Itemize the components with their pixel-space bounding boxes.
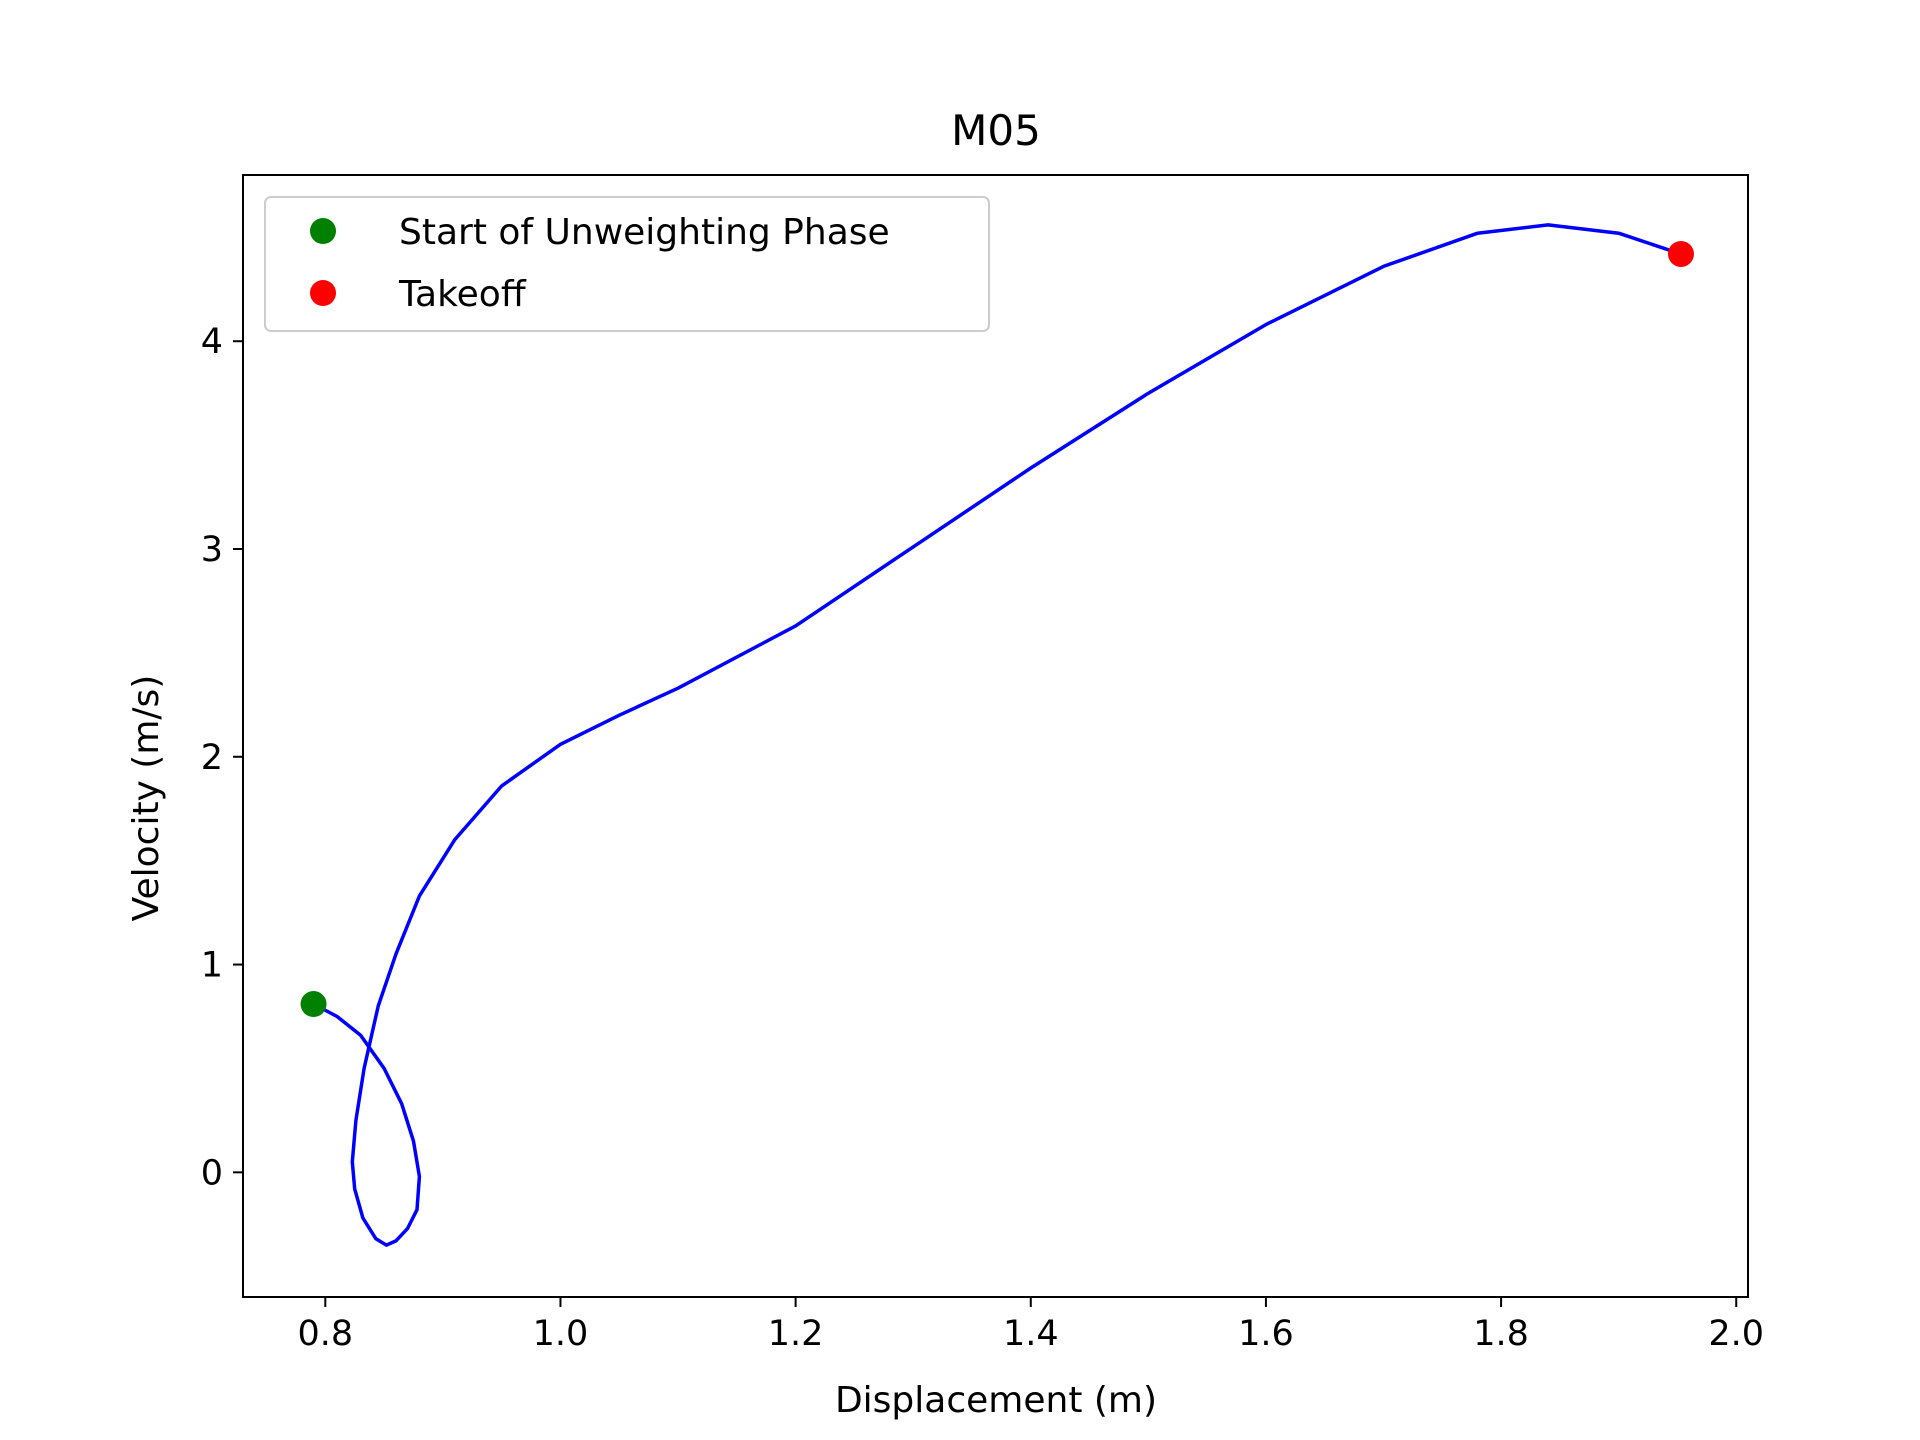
chart-title: M05 [951,106,1041,155]
y-tick-label: 4 [201,322,223,362]
x-tick-label: 1.8 [1473,1314,1529,1354]
legend: Start of Unweighting Phase Takeoff [264,196,990,332]
legend-marker [310,280,336,306]
y-tick-label: 2 [201,738,223,778]
legend-label: Start of Unweighting Phase [399,212,890,253]
x-axis: 0.8 1.0 1.2 1.4 1.6 1.8 2.0 [297,1297,1764,1354]
y-tick-label: 1 [201,946,223,986]
marker-point-0 [300,991,327,1018]
plot-background [243,175,1748,1297]
marker-point-1 [1667,240,1694,267]
axes-frame [242,174,1749,1298]
x-tick-label: 1.0 [533,1314,589,1354]
x-tick-label: 1.2 [768,1314,824,1354]
x-tick-label: 1.4 [1003,1314,1059,1354]
y-tick-label: 3 [201,530,223,570]
plot-area [243,175,1748,1297]
axes-border [242,174,1749,1298]
x-tick-label: 0.8 [297,1314,353,1354]
x-tick-label: 2.0 [1708,1314,1764,1354]
x-axis-label: Displacement (m) [835,1380,1157,1421]
x-tick-label: 1.6 [1238,1314,1294,1354]
y-axis: 0 1 2 3 4 [201,322,243,1193]
legend-label: Takeoff [398,274,527,315]
y-axis-label: Velocity (m/s) [126,675,167,922]
y-tick-label: 0 [201,1153,223,1193]
legend-marker [310,218,336,244]
legend-box [264,196,990,332]
series-line-0 [311,223,1683,1247]
marker-layer [300,240,1694,1018]
series-layer [311,223,1683,1247]
